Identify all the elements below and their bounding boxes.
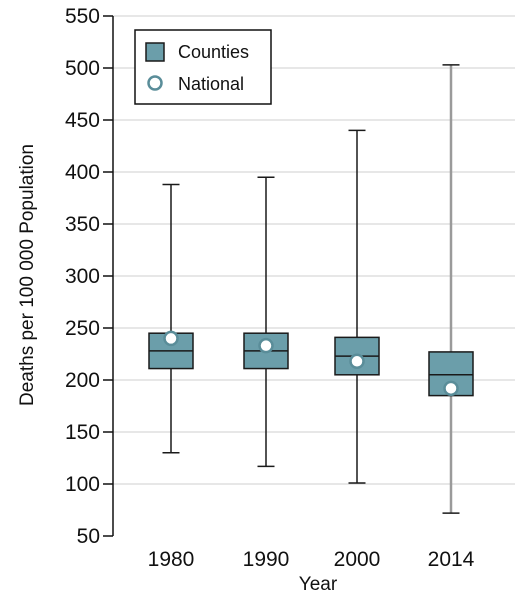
y-tick-label-150: 150	[65, 421, 100, 444]
legend-national-label: National	[178, 74, 244, 94]
y-tick-labels: 50 100 150 200 250 300 350 400 450 500 550	[65, 5, 100, 548]
national-marker-2000	[349, 353, 365, 370]
legend-counties-label: Counties	[178, 42, 249, 62]
y-tick-label-350: 350	[65, 213, 100, 236]
y-tick-label-250: 250	[65, 317, 100, 340]
whiskers	[162, 64, 460, 514]
x-tick-label-1980: 1980	[148, 548, 195, 571]
y-tick-label-400: 400	[65, 161, 100, 184]
national-markers	[163, 330, 459, 397]
y-tick-label-100: 100	[65, 473, 100, 496]
gridlines	[113, 15, 515, 485]
x-tick-label-1990: 1990	[243, 548, 290, 571]
y-tick-label-500: 500	[65, 57, 100, 80]
boxes	[148, 332, 474, 397]
national-marker-1990	[258, 337, 274, 354]
x-tick-labels: 1980 1990 2000 2014	[148, 548, 475, 571]
y-axis-title: Deaths per 100 000 Population	[17, 144, 38, 406]
axes	[103, 15, 114, 537]
legend-counties-swatch	[145, 42, 165, 62]
y-tick-label-450: 450	[65, 109, 100, 132]
y-tick-label-550: 550	[65, 5, 100, 28]
y-tick-label-300: 300	[65, 265, 100, 288]
national-marker-2014	[443, 380, 459, 397]
national-marker-1980	[163, 330, 179, 347]
x-tick-label-2000: 2000	[334, 548, 381, 571]
legend: Counties National	[134, 29, 272, 105]
y-tick-label-50: 50	[77, 525, 100, 548]
y-tick-label-200: 200	[65, 369, 100, 392]
x-axis-title: Year	[299, 574, 338, 595]
legend-national-marker	[147, 75, 163, 91]
x-tick-label-2014: 2014	[428, 548, 475, 571]
